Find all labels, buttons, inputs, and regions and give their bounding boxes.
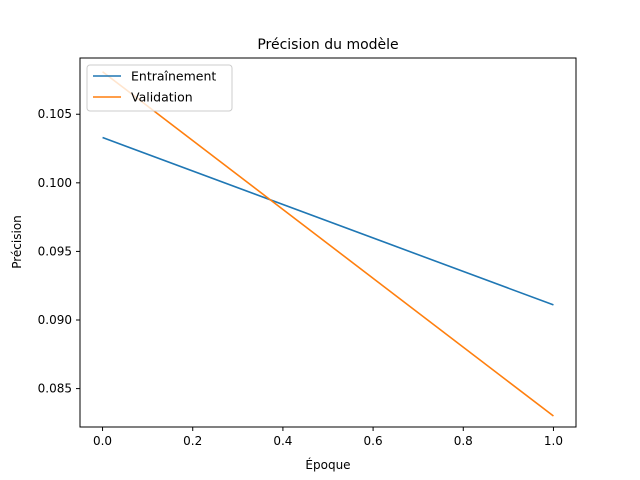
y-tick-label: 0.100 — [38, 176, 72, 190]
series-layer — [102, 71, 554, 417]
x-tick-label: 1.0 — [544, 434, 563, 448]
plot-frame — [79, 57, 577, 428]
legend-label: Validation — [131, 90, 193, 105]
y-tick-label: 0.085 — [38, 382, 72, 396]
legend: Entraînement Validation — [86, 64, 233, 112]
x-tick-label: 0.4 — [273, 434, 292, 448]
y-tick-label: 0.095 — [38, 244, 72, 258]
y-tick-label: 0.105 — [38, 107, 72, 121]
x-tick-label: 0.2 — [183, 434, 202, 448]
series-line — [102, 136, 554, 306]
y-axis-ticks: 0.085 0.090 0.095 0.100 0.105 — [38, 107, 80, 396]
y-tick-label: 0.090 — [38, 313, 72, 327]
legend-box — [86, 64, 233, 112]
chart-title: Précision du modèle — [257, 37, 398, 53]
x-axis-ticks: 0.0 0.2 0.4 0.6 0.8 1.0 — [93, 427, 563, 448]
x-tick-label: 0.6 — [364, 434, 383, 448]
x-tick-label: 0.0 — [93, 434, 112, 448]
series-line — [102, 71, 554, 417]
y-axis-label: Précision — [10, 215, 24, 269]
x-tick-label: 0.8 — [454, 434, 473, 448]
plot-area — [80, 58, 576, 427]
legend-label: Entraînement — [131, 69, 216, 84]
x-axis-label: Époque — [305, 457, 350, 472]
